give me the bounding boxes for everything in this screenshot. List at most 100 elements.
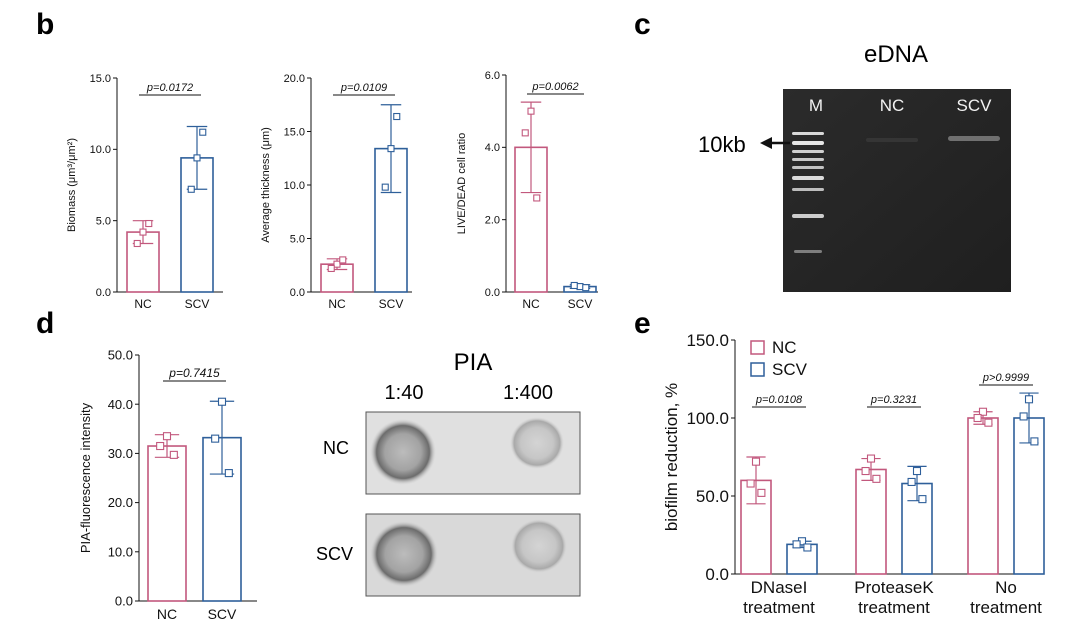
y-tick-label: 20.0	[108, 495, 133, 510]
chart-pia-fluorescence: 0.0 10.0 20.0 30.0 40.0 50.0 PIA-fluorescence …	[78, 348, 257, 622]
bar-nc-data-point	[169, 450, 178, 459]
p-value-label: p>0.9999	[982, 372, 1029, 384]
bar-scv-1-bar	[786, 543, 818, 575]
bar-nc-data-point	[145, 219, 153, 228]
dotblot-title: PIA	[454, 349, 493, 376]
p-value-label: p=0.0109	[340, 82, 387, 94]
x-tick-label: NC	[157, 606, 177, 622]
bar-scv-2-data-point	[907, 477, 916, 487]
y-tick-label: 50.0	[696, 487, 729, 506]
legend-swatch-scv	[750, 362, 765, 377]
gel-lane-label-nc: NC	[880, 96, 905, 115]
x-tick-label: SCV	[568, 297, 593, 311]
y-tick-label: 5.0	[96, 216, 111, 228]
bar-nc-data-point	[533, 194, 541, 202]
bar-scv-2-data-point	[912, 466, 922, 476]
bar-scv-data-point	[381, 183, 389, 191]
bar-scv-data-point	[211, 434, 220, 443]
gel-lane-label-scv: SCV	[957, 96, 993, 115]
bar-nc-bar	[147, 445, 187, 602]
bar-nc-data-point	[162, 432, 172, 441]
gel-lane-label-m: M	[809, 96, 823, 115]
x-tick-label: SCV	[208, 606, 237, 622]
y-tick-label: 10.0	[90, 144, 111, 156]
bar-nc-3-bar	[967, 417, 999, 575]
gel-scv-band	[948, 136, 1000, 141]
legend-swatch-nc	[750, 340, 765, 355]
dotblot-spot-scv-1-40	[370, 521, 438, 587]
y-tick-label: 0.0	[485, 287, 500, 299]
x-tick-label: NC	[134, 297, 152, 311]
dotblot-row-label-nc: NC	[323, 438, 349, 458]
bar-nc-data-point	[333, 260, 341, 268]
bar-nc-data-point	[521, 129, 529, 137]
bar-scv-data-point	[193, 154, 201, 162]
x-tick-label: DNaseI	[751, 578, 808, 597]
panel-label-d: d	[36, 307, 54, 340]
x-tick-label: NC	[522, 297, 540, 311]
y-tick-label: 20.0	[284, 73, 305, 85]
bar-scv-data-point	[199, 128, 207, 136]
p-value-label: p=0.7415	[168, 366, 220, 380]
bar-scv-data-point	[576, 283, 584, 291]
y-tick-label: 10.0	[284, 180, 305, 192]
x-tick-label: SCV	[379, 297, 404, 311]
bar-scv-data-point	[582, 284, 590, 292]
panel-label-e: e	[634, 307, 651, 340]
gel-nc-band	[866, 138, 918, 142]
p-value-label: p=0.0062	[531, 81, 578, 93]
bar-nc-data-point	[139, 228, 147, 236]
dotblot-spot-nc-1-40	[370, 419, 436, 485]
p-value-label: p=0.0172	[146, 82, 193, 94]
bar-nc-2-data-point	[861, 466, 870, 476]
x-tick-label: NC	[328, 297, 346, 311]
bar-nc-1-data-point	[751, 457, 761, 466]
bar-nc-1-data-point	[746, 479, 755, 488]
y-tick-label: 15.0	[90, 73, 111, 85]
dotblot-spot-nc-1-400	[510, 417, 564, 469]
panel-label-b: b	[36, 8, 54, 41]
bar-nc-3-data-point	[973, 413, 982, 423]
y-tick-label: 40.0	[108, 397, 133, 412]
bar-nc-3-data-point	[978, 407, 988, 416]
x-tick-label: No	[995, 578, 1017, 597]
gel-marker-arrow	[760, 137, 790, 149]
y-tick-label: 5.0	[290, 233, 305, 245]
x-tick-label: SCV	[185, 297, 210, 311]
gel-ladder	[792, 132, 824, 253]
dotblot-col-label-1-400: 1:400	[503, 382, 553, 404]
y-tick-label: 0.0	[96, 287, 111, 299]
y-tick-label: 0.0	[115, 594, 133, 609]
y-axis-label: Biomass (μm³/μm²)	[66, 138, 78, 232]
x-tick-label: ProteaseK	[854, 578, 934, 597]
y-tick-label: 150.0	[686, 331, 729, 350]
dotblot-spot-scv-1-400	[511, 519, 567, 573]
y-axis-label: biofilm reduction, %	[662, 383, 681, 531]
y-tick-label: 4.0	[485, 142, 500, 154]
bar-scv-data-point	[217, 397, 227, 406]
bar-nc-2-data-point	[872, 474, 881, 483]
y-tick-label: 2.0	[485, 215, 500, 227]
dotblot-panel: PIA 1:40 1:400 NC SCV	[316, 349, 581, 597]
x-tick-label: treatment	[743, 598, 815, 617]
gel-panel: eDNA M NC SCV 10kb	[698, 41, 1011, 292]
y-tick-label: 0.0	[705, 565, 729, 584]
bar-nc-2-data-point	[866, 454, 876, 463]
y-axis-label: Average thickness (μm)	[260, 127, 272, 243]
y-tick-label: 0.0	[290, 287, 305, 299]
y-tick-label: 30.0	[108, 446, 133, 461]
gel-title: eDNA	[864, 41, 928, 68]
gel-marker-label: 10kb	[698, 132, 746, 157]
x-tick-label: treatment	[970, 598, 1042, 617]
legend-label-scv: SCV	[772, 360, 808, 379]
bar-nc-data-point	[327, 264, 335, 273]
dotblot-col-label-1-40: 1:40	[385, 382, 424, 404]
bar-nc-data-point	[133, 239, 141, 248]
bar-scv-1-data-point	[792, 540, 801, 549]
bar-scv-data-point	[570, 281, 578, 290]
y-tick-label: 100.0	[686, 409, 729, 428]
bar-scv-3-data-point	[1030, 437, 1039, 446]
y-tick-label: 10.0	[108, 544, 133, 559]
panel-label-c: c	[634, 8, 651, 41]
